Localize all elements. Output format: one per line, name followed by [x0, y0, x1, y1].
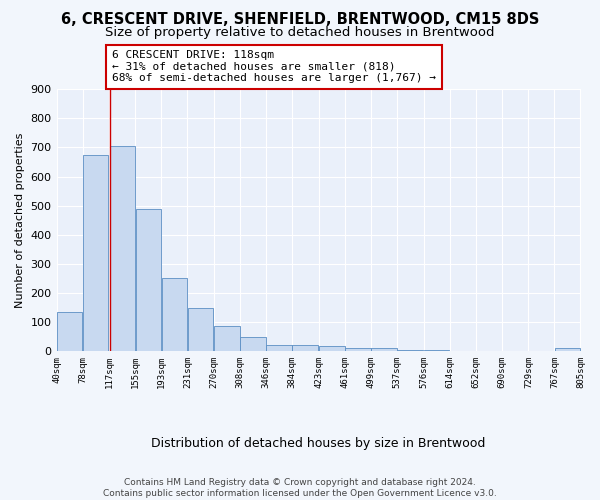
- Text: 6, CRESCENT DRIVE, SHENFIELD, BRENTWOOD, CM15 8DS: 6, CRESCENT DRIVE, SHENFIELD, BRENTWOOD,…: [61, 12, 539, 28]
- Text: Size of property relative to detached houses in Brentwood: Size of property relative to detached ho…: [105, 26, 495, 39]
- X-axis label: Distribution of detached houses by size in Brentwood: Distribution of detached houses by size …: [151, 437, 486, 450]
- Bar: [292, 346, 318, 352]
- Bar: [136, 208, 161, 352]
- Bar: [450, 350, 475, 352]
- Bar: [83, 155, 109, 352]
- Bar: [110, 146, 135, 352]
- Bar: [266, 344, 292, 352]
- Bar: [345, 348, 371, 352]
- Text: Contains HM Land Registry data © Crown copyright and database right 2024.
Contai: Contains HM Land Registry data © Crown c…: [103, 478, 497, 498]
- Bar: [57, 312, 82, 352]
- Bar: [161, 278, 187, 351]
- Bar: [214, 326, 240, 351]
- Bar: [424, 350, 449, 352]
- Bar: [397, 350, 422, 352]
- Bar: [555, 348, 580, 352]
- Bar: [241, 336, 266, 351]
- Y-axis label: Number of detached properties: Number of detached properties: [15, 132, 25, 308]
- Text: 6 CRESCENT DRIVE: 118sqm
← 31% of detached houses are smaller (818)
68% of semi-: 6 CRESCENT DRIVE: 118sqm ← 31% of detach…: [112, 50, 436, 84]
- Bar: [371, 348, 397, 352]
- Bar: [188, 308, 213, 352]
- Bar: [319, 346, 344, 352]
